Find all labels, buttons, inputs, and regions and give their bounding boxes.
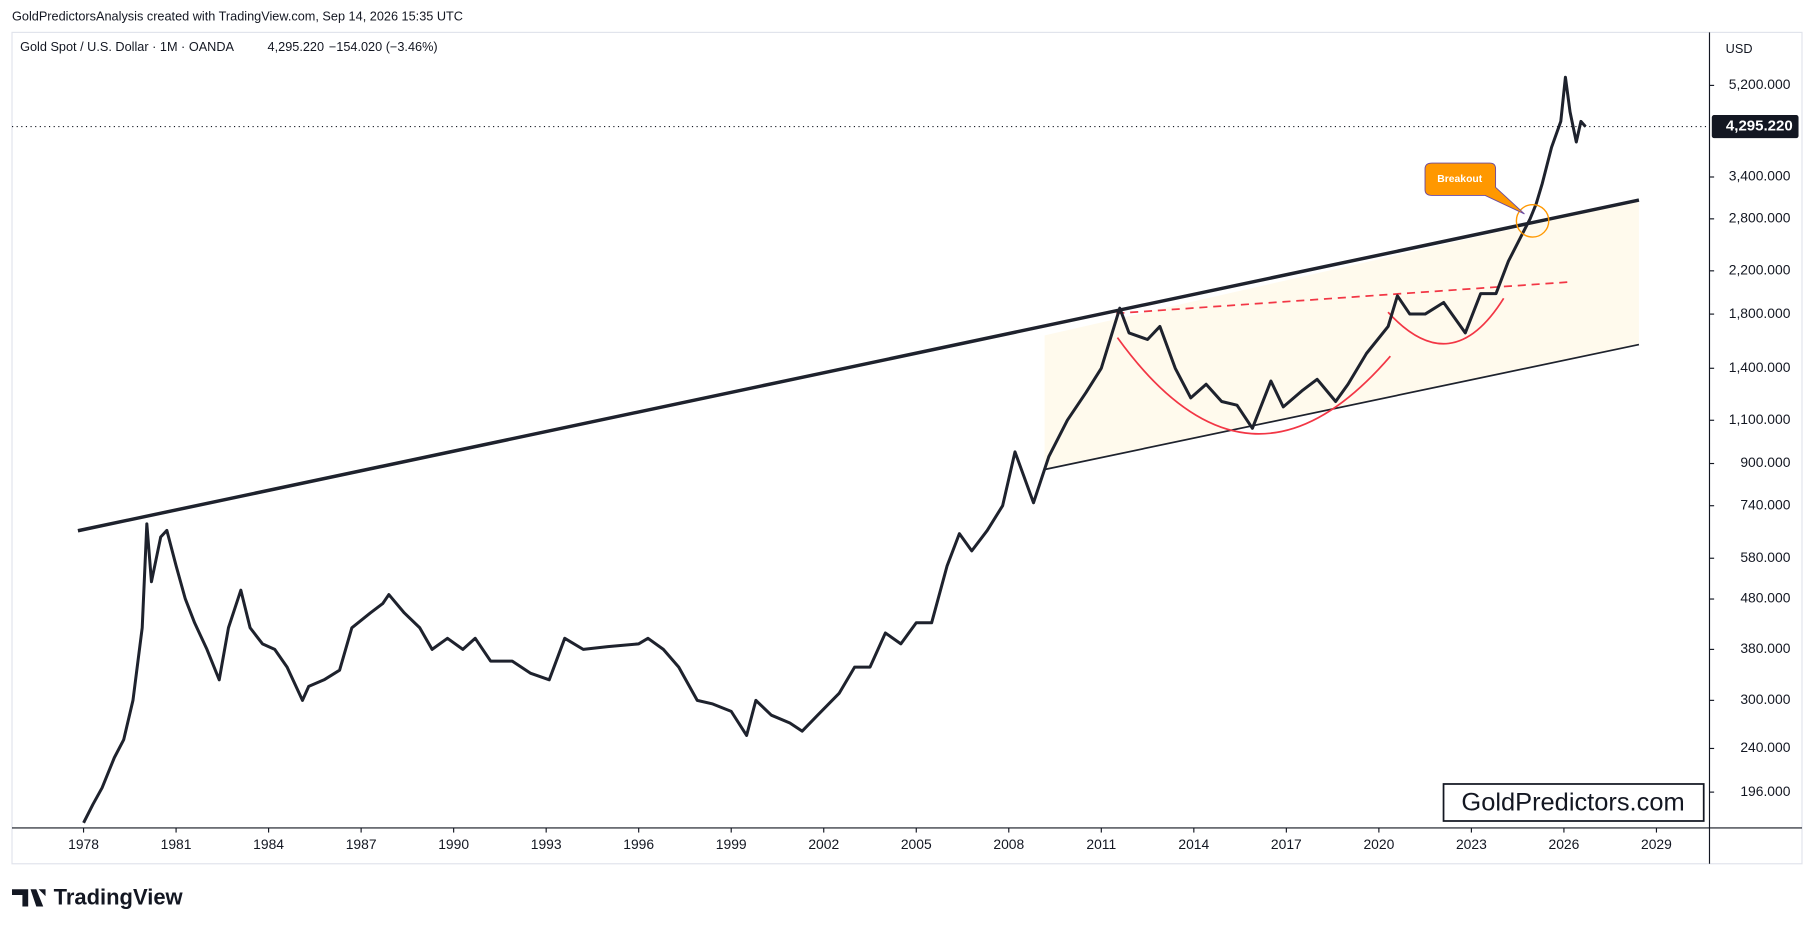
upper-trendline <box>77 198 1640 533</box>
y-tick-label: 300.000 <box>1740 691 1790 707</box>
x-tick-label: 1993 <box>531 836 562 852</box>
cup-arc <box>1116 337 1392 435</box>
y-tick-label: 5,200.000 <box>1729 76 1791 92</box>
y-tick-label: 1,800.000 <box>1729 305 1791 321</box>
y-tick-label: 1,400.000 <box>1729 359 1791 375</box>
header-price: 4,295.220 <box>268 39 325 54</box>
y-tick-label: 380.000 <box>1740 640 1790 656</box>
y-tick-label: 480.000 <box>1740 590 1790 606</box>
x-tick-label: 2011 <box>1086 836 1116 852</box>
x-tick-label: 1978 <box>68 836 99 852</box>
brand: TradingView <box>54 884 184 909</box>
currency: USD <box>1726 41 1753 56</box>
watermark-box <box>1442 783 1705 822</box>
neckline <box>1116 281 1568 315</box>
breakout-label: Breakout <box>1437 174 1483 185</box>
y-tick-label: 1,100.000 <box>1729 411 1791 427</box>
symbol-title: Gold Spot / U.S. Dollar · 1M · OANDA <box>20 39 234 54</box>
y-tick-label: 240.000 <box>1740 739 1790 755</box>
breakout-circle <box>1515 203 1550 238</box>
x-tick-label: 2002 <box>808 836 839 852</box>
handle-arc <box>1387 297 1505 345</box>
y-tick-label: 3,400.000 <box>1729 168 1791 184</box>
plot <box>82 75 1587 824</box>
brand-logo <box>12 889 46 907</box>
y-tick-label: 2,200.000 <box>1729 261 1791 277</box>
y-tick-label: 2,800.000 <box>1729 210 1791 226</box>
x-tick-label: 2020 <box>1363 836 1394 852</box>
x-tick-label: 2029 <box>1641 836 1672 852</box>
x-tick-label: 2026 <box>1549 836 1580 852</box>
last-price-box <box>1711 115 1799 139</box>
y-tick-label: 740.000 <box>1740 496 1790 512</box>
breakout-callout <box>1424 162 1525 215</box>
header-change: −154.020 (−3.46%) <box>329 39 438 54</box>
x-tick-label: 2014 <box>1178 836 1209 852</box>
x-tick-label: 1984 <box>253 836 284 852</box>
y-tick-label: 900.000 <box>1740 454 1790 470</box>
x-tick-label: 1996 <box>623 836 654 852</box>
x-tick-label: 2017 <box>1271 836 1302 852</box>
x-tick-label: 2008 <box>993 836 1024 852</box>
lower-trendline <box>1044 343 1640 471</box>
x-tick-label: 1990 <box>438 836 469 852</box>
attribution: GoldPredictorsAnalysis created with Trad… <box>12 9 463 24</box>
x-tick-label: 2023 <box>1456 836 1487 852</box>
x-tick-label: 1999 <box>716 836 747 852</box>
x-tick-label: 1987 <box>346 836 377 852</box>
watermark: GoldPredictors.com <box>1461 788 1684 816</box>
price-line <box>82 75 1587 824</box>
x-tick-label: 2005 <box>901 836 932 852</box>
last-price-label: 4,295.220 <box>1726 118 1793 135</box>
y-tick-label: 196.000 <box>1740 783 1790 799</box>
y-tick-label: 580.000 <box>1740 549 1790 565</box>
channel-fill <box>1044 200 1639 470</box>
x-tick-label: 1981 <box>161 836 192 852</box>
frame <box>11 31 1803 865</box>
